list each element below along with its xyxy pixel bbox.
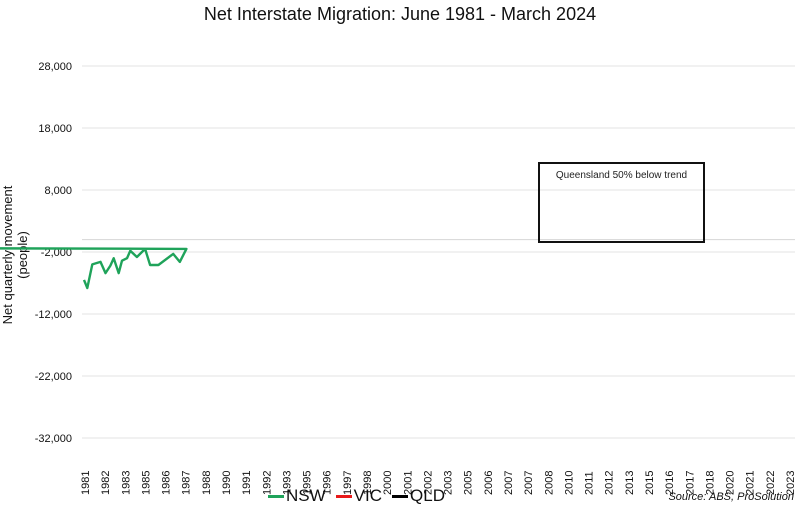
x-tick-label: 2013 (624, 471, 636, 495)
x-tick-label: 2021 (745, 471, 757, 495)
legend-item-qld: QLD (392, 486, 445, 506)
x-tick-label: 1996 (322, 471, 334, 495)
x-tick-label: 2018 (704, 471, 716, 495)
x-tick-label: 2000 (382, 471, 394, 495)
legend-label-qld: QLD (410, 486, 445, 505)
annotation-box: Queensland 50% below trend (538, 162, 705, 243)
x-tick-label: 2002 (422, 471, 434, 495)
y-tick-label: -22,000 (35, 371, 72, 383)
legend-swatch-qld (392, 494, 409, 498)
x-tick-label: 1983 (120, 471, 132, 495)
source-note: Source: ABS, ProSolution (668, 491, 794, 503)
annotation-text: Queensland 50% below trend (555, 170, 688, 181)
x-tick-label: 2022 (765, 471, 777, 495)
x-tick-label: 2001 (402, 471, 414, 495)
x-tick-label: 1991 (241, 471, 253, 495)
x-tick-label: 1990 (221, 471, 233, 495)
x-tick-label: 2010 (563, 471, 575, 495)
legend: NSW VIC QLD (268, 486, 445, 506)
x-tick-label: 1995 (302, 471, 314, 495)
y-tick-label: 28,000 (38, 61, 72, 73)
legend-label-vic: VIC (353, 486, 383, 505)
x-tick-label: 1993 (281, 471, 293, 495)
x-tick-label: 2007 (503, 471, 515, 495)
y-tick-label: -32,000 (35, 433, 72, 445)
x-tick-label: 1992 (261, 471, 273, 495)
legend-swatch-nsw (268, 494, 284, 498)
y-tick-label: 8,000 (44, 185, 72, 197)
x-tick-label: 1985 (140, 471, 152, 495)
x-tick-label: 2007 (523, 471, 535, 495)
x-tick-label: 1988 (201, 471, 213, 495)
x-tick-label: 2008 (543, 471, 555, 495)
x-tick-label: 1986 (161, 471, 173, 495)
y-tick-label: -2,000 (41, 247, 72, 259)
y-tick-label: 18,000 (38, 123, 72, 135)
x-tick-label: 2003 (443, 471, 455, 495)
legend-swatch-vic (335, 494, 352, 498)
legend-item-vic: VIC (335, 486, 383, 506)
x-tick-label: 1987 (181, 471, 193, 495)
legend-item-nsw: NSW (268, 486, 326, 506)
x-tick-label: 2005 (463, 471, 475, 495)
series-line-nsw (0, 247, 188, 290)
x-tick-label: 1981 (80, 471, 92, 495)
x-tick-label: 1982 (100, 471, 112, 495)
x-tick-label: 2006 (483, 471, 495, 495)
chart-title: Net Interstate Migration: June 1981 - Ma… (203, 4, 597, 24)
legend-label-nsw: NSW (286, 486, 326, 505)
x-tick-label: 1998 (362, 471, 374, 495)
x-tick-label: 2016 (664, 471, 676, 495)
x-tick-label: 2017 (684, 471, 696, 495)
x-tick-label: 2020 (725, 471, 737, 495)
x-tick-label: 2012 (604, 471, 616, 495)
x-tick-label: 2011 (584, 471, 596, 495)
x-tick-label: 2023 (785, 471, 797, 495)
x-tick-label: 2015 (644, 471, 656, 495)
y-tick-label: -12,000 (35, 309, 72, 321)
x-tick-label: 1997 (342, 471, 354, 495)
